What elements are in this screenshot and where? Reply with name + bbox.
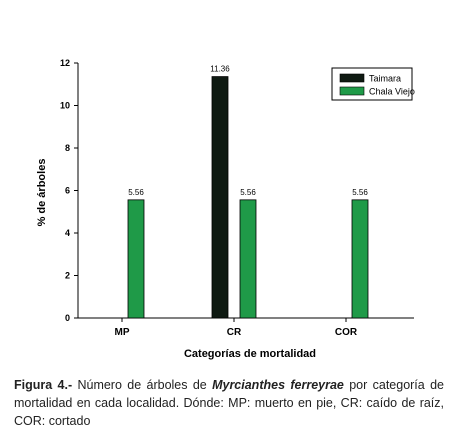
chart-canvas: 0 2 4 6 8 10 12 MP 5.56 CR 11.36 5.56 COR 5.56 Categor…: [36, 58, 415, 360]
data-label: 5.56: [352, 188, 368, 197]
y-tick-label: 12: [60, 58, 70, 68]
y-tick-label: 2: [65, 271, 70, 281]
data-label: 11.36: [210, 65, 230, 74]
x-tick-label: COR: [335, 327, 358, 338]
y-tick-label: 10: [60, 101, 70, 111]
legend-swatch: [339, 73, 365, 83]
y-tick-label: 0: [65, 313, 70, 323]
x-axis-title: Categorías de mortalidad: [184, 348, 316, 360]
legend-swatch: [339, 86, 365, 96]
y-tick-label: 6: [65, 186, 70, 196]
bar: [211, 76, 229, 319]
data-label: 5.56: [240, 188, 256, 197]
y-tick-label: 4: [65, 228, 70, 238]
caption-text-before: Número de árboles de: [72, 378, 213, 392]
y-tick-label: 8: [65, 143, 70, 153]
legend-label: Chala Viejo: [369, 87, 415, 97]
caption-text-after: por categoría de mortalidad en cada loca…: [14, 378, 444, 428]
data-label: 5.56: [128, 188, 144, 197]
bar: [351, 199, 369, 319]
x-tick-label: MP: [115, 327, 130, 338]
bar-chart: 0 2 4 6 8 10 12 MP 5.56 CR 11.36 5.56 COR 5.56 Categor…: [36, 58, 415, 360]
x-tick-label: CR: [227, 327, 242, 338]
caption-figure-label: Figura 4.-: [14, 378, 73, 392]
bar: [127, 199, 145, 319]
y-axis-title: % de árboles: [36, 159, 48, 227]
caption-species: Myrcianthes ferreyrae: [212, 378, 344, 392]
figure-caption: Figura 4.- Número de árboles de Myrciant…: [14, 376, 444, 430]
bar: [239, 199, 257, 319]
legend-label: Taimara: [369, 74, 401, 84]
